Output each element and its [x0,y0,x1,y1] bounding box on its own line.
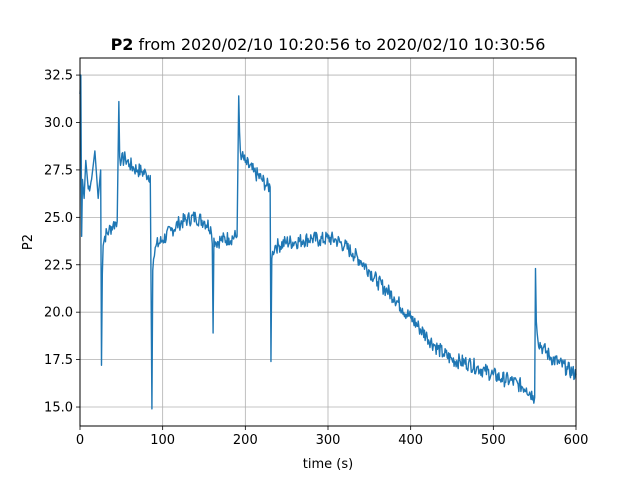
x-axis-ticks: 0 100 200 300 400 500 600 [76,426,589,448]
y-axis-ticks: 15.0 17.5 20.0 22.5 25.0 27.5 30.0 32.5 [44,69,80,416]
x-tick-label: 500 [481,433,506,448]
y-tick-label: 15.0 [44,401,73,416]
x-tick-label: 0 [76,433,84,448]
x-tick-label: 300 [316,433,341,448]
chart-title-rest: from 2020/02/10 10:20:56 to 2020/02/10 1… [133,35,545,54]
y-axis-label: P2 [21,234,36,250]
y-tick-label: 27.5 [44,163,73,178]
y-tick-label: 20.0 [44,306,73,321]
data-series [79,74,577,410]
x-tick-label: 100 [150,433,175,448]
chart-title-bold: P2 [111,35,134,54]
grid-lines [79,58,577,426]
y-tick-label: 32.5 [44,69,73,84]
chart-title: P2 from 2020/02/10 10:20:56 to 2020/02/1… [111,35,546,54]
y-tick-label: 22.5 [44,258,73,273]
y-tick-label: 17.5 [44,353,73,368]
y-tick-label: 25.0 [44,211,73,226]
x-tick-label: 400 [398,433,423,448]
x-axis-label: time (s) [303,457,353,472]
series-line [79,74,577,410]
y-tick-label: 30.0 [44,116,73,131]
x-tick-label: 200 [233,433,258,448]
x-tick-label: 600 [564,433,589,448]
